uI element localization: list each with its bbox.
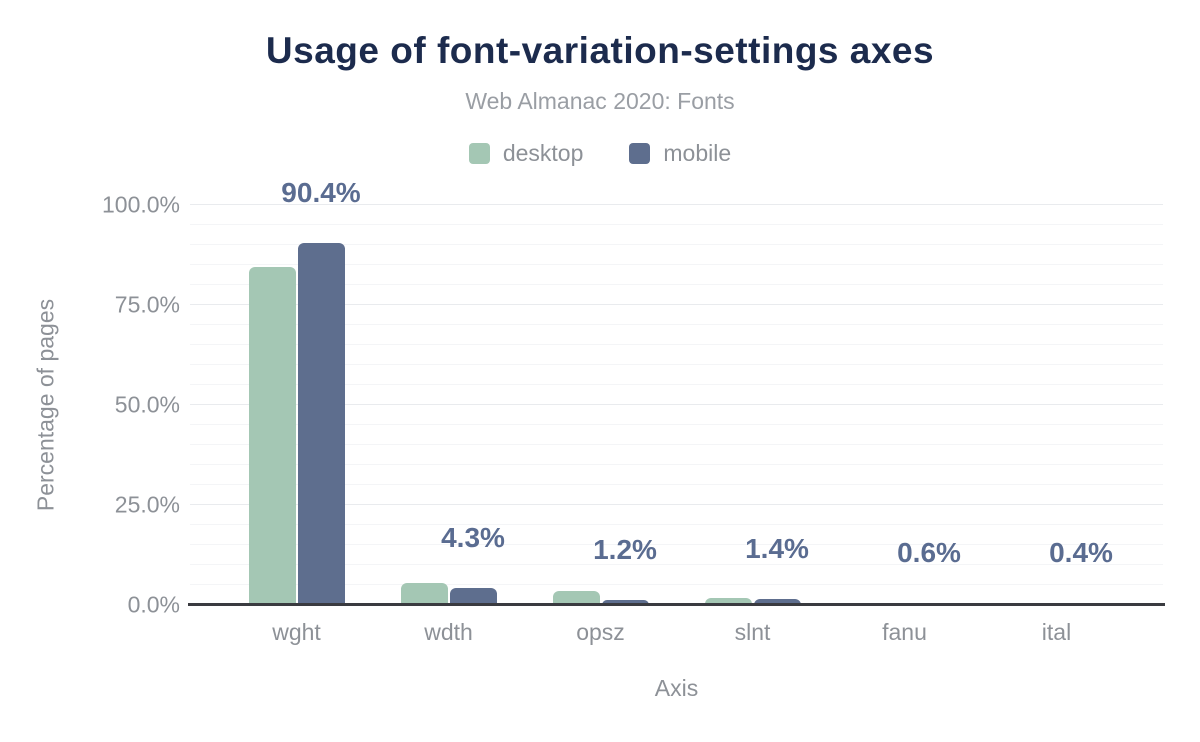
data-label-ital: 0.4% bbox=[1049, 537, 1113, 569]
gridline-minor bbox=[190, 284, 1163, 285]
data-label-opsz: 1.2% bbox=[593, 534, 657, 566]
gridline-minor bbox=[190, 264, 1163, 265]
bar-mobile-opsz bbox=[601, 600, 649, 605]
legend-label-desktop: desktop bbox=[502, 140, 584, 166]
y-tick-label: 75.0% bbox=[114, 291, 180, 318]
chart-subtitle: Web Almanac 2020: Fonts bbox=[465, 88, 735, 114]
gridline-minor bbox=[190, 544, 1163, 545]
bar-mobile-wdth bbox=[449, 587, 497, 605]
legend-label-mobile: mobile bbox=[663, 140, 732, 166]
x-tick-label-wght: wght bbox=[272, 619, 321, 645]
gridline-major bbox=[190, 504, 1163, 505]
bar-desktop-wdth bbox=[400, 583, 448, 605]
y-tick-label: 25.0% bbox=[114, 491, 180, 518]
gridline-major bbox=[190, 404, 1163, 405]
desktop-swatch-icon bbox=[468, 143, 490, 164]
data-label-wght: 90.4% bbox=[281, 177, 361, 209]
x-tick-label-opsz: opsz bbox=[576, 619, 625, 645]
x-tick-label-fanu: fanu bbox=[882, 619, 927, 645]
y-tick-label: 0.0% bbox=[127, 591, 180, 618]
bar-desktop-wght bbox=[248, 267, 296, 605]
x-tick-label-slnt: slnt bbox=[734, 619, 771, 645]
x-tick-label-wdth: wdth bbox=[424, 619, 473, 645]
gridline-minor bbox=[190, 564, 1163, 565]
bar-desktop-slnt bbox=[704, 598, 752, 605]
gridline-minor bbox=[190, 224, 1163, 225]
data-label-wdth: 4.3% bbox=[441, 521, 505, 553]
data-label-fanu: 0.6% bbox=[897, 536, 961, 568]
x-axis-title: Axis bbox=[654, 675, 699, 701]
y-axis-title: Percentage of pages bbox=[32, 298, 59, 512]
mobile-swatch-icon bbox=[629, 143, 651, 164]
gridline-minor bbox=[190, 424, 1163, 425]
gridline-minor bbox=[190, 524, 1163, 525]
x-axis-line bbox=[188, 603, 1165, 606]
data-label-slnt: 1.4% bbox=[745, 533, 809, 565]
bar-mobile-wght bbox=[297, 243, 345, 605]
gridline-major bbox=[190, 304, 1163, 305]
gridline-minor bbox=[190, 464, 1163, 465]
gridline-minor bbox=[190, 344, 1163, 345]
y-tick-label: 50.0% bbox=[114, 391, 180, 418]
gridline-minor bbox=[190, 584, 1163, 585]
gridline-minor bbox=[190, 384, 1163, 385]
legend: desktop mobile bbox=[0, 140, 1200, 167]
legend-item-desktop: desktop bbox=[468, 140, 584, 167]
gridline-minor bbox=[190, 444, 1163, 445]
chart-title: Usage of font-variation-settings axes bbox=[265, 30, 935, 71]
gridline-minor bbox=[190, 324, 1163, 325]
legend-item-mobile: mobile bbox=[629, 140, 731, 167]
bar-mobile-slnt bbox=[753, 599, 801, 605]
gridline-minor bbox=[190, 244, 1163, 245]
gridline-major bbox=[190, 204, 1163, 205]
gridline-minor bbox=[190, 364, 1163, 365]
gridline-minor bbox=[190, 484, 1163, 485]
x-tick-label-ital: ital bbox=[1041, 619, 1072, 645]
y-tick-label: 100.0% bbox=[101, 191, 180, 218]
plot-area: 0.0% 25.0% 50.0% 75.0% 100.0% 90.4% wght 4.3% wd… bbox=[102, 177, 1165, 645]
bar-desktop-opsz bbox=[552, 591, 600, 605]
